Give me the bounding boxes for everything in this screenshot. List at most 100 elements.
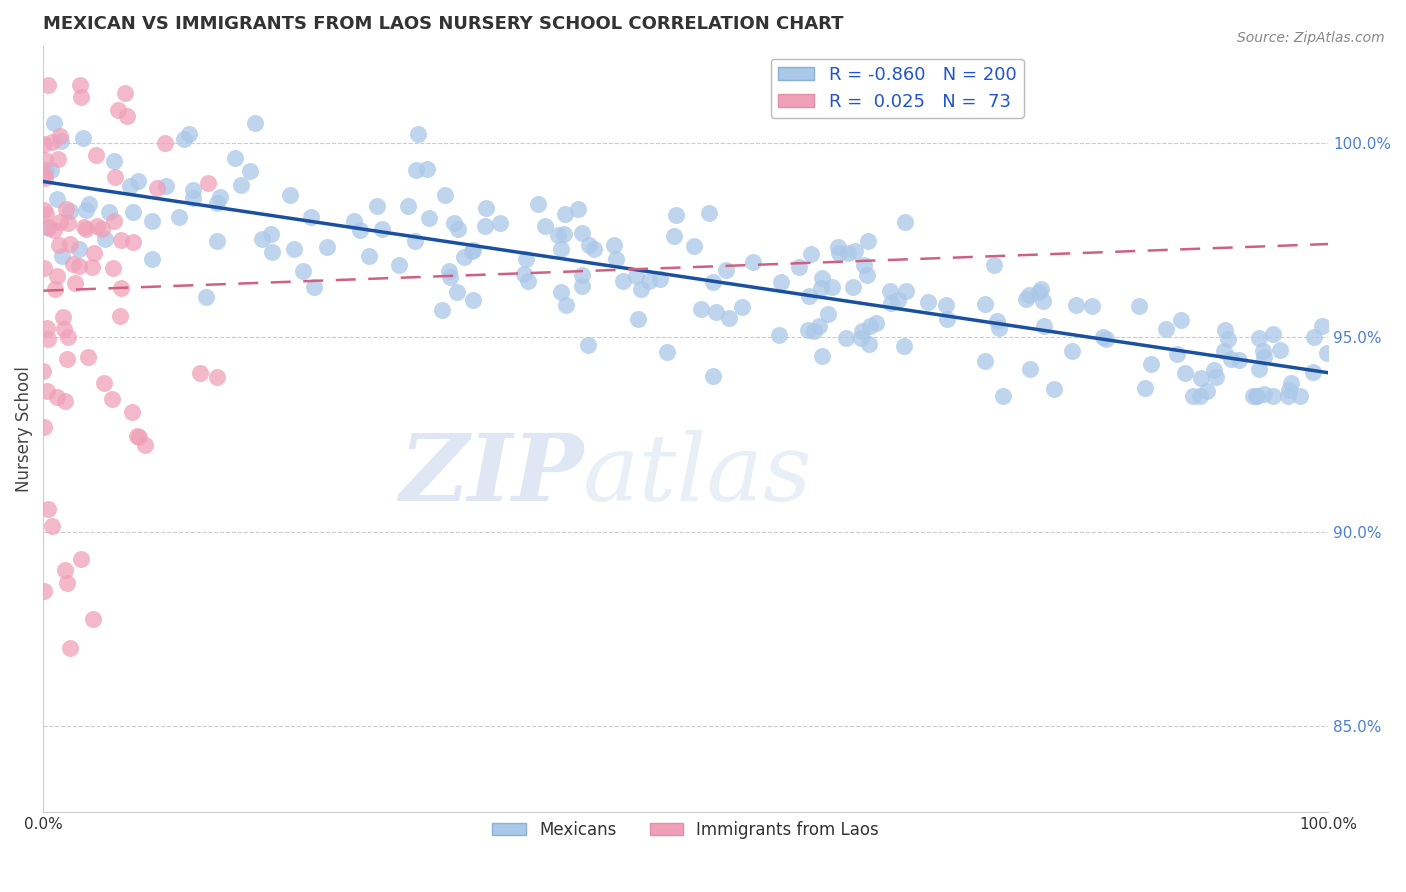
Point (731, 300, 754, 314)
Point (77, 196, 100, 211)
Point (58, 216, 80, 230)
Point (41, 518, 63, 533)
Point (146, 181, 169, 195)
Point (714, 263, 737, 277)
Point (704, 305, 727, 319)
Point (134, 438, 156, 452)
Point (34, 170, 56, 185)
Point (37, 384, 59, 399)
Point (101, 261, 124, 276)
Point (797, 289, 820, 303)
Point (278, 188, 301, 202)
Point (243, 116, 266, 130)
Point (865, 316, 887, 330)
Point (46, 269, 69, 284)
Point (1029, 282, 1052, 296)
Point (935, 298, 957, 312)
Point (122, 205, 145, 219)
Point (1043, 382, 1066, 396)
Point (98, 205, 121, 219)
Point (859, 319, 882, 334)
Text: MEXICAN VS IMMIGRANTS FROM LAOS NURSERY SCHOOL CORRELATION CHART: MEXICAN VS IMMIGRANTS FROM LAOS NURSERY … (44, 15, 844, 33)
Point (77, 350, 100, 364)
Point (75, 202, 97, 217)
Point (128, 430, 150, 444)
Point (155, 178, 177, 193)
Point (1302, 365, 1324, 379)
Point (853, 258, 876, 272)
Point (1219, 351, 1241, 366)
Point (93, 376, 115, 390)
Point (94, 232, 117, 246)
Point (121, 405, 143, 419)
Point (231, 178, 253, 192)
Point (835, 330, 858, 344)
Point (1154, 322, 1177, 336)
Point (443, 216, 465, 230)
Point (418, 211, 440, 226)
Point (32, 203, 55, 218)
Point (1170, 313, 1192, 327)
Point (973, 297, 995, 311)
Point (1246, 389, 1268, 403)
Point (1212, 343, 1234, 358)
Legend: Mexicans, Immigrants from Laos: Mexicans, Immigrants from Laos (485, 814, 886, 846)
Point (447, 222, 470, 236)
Point (851, 324, 873, 338)
Point (1316, 346, 1339, 360)
Point (534, 219, 557, 233)
Point (837, 246, 859, 260)
Point (83, 246, 105, 260)
Point (453, 250, 475, 264)
Point (72, 131, 94, 145)
Point (1031, 294, 1053, 309)
Point (37, 220, 59, 235)
Point (571, 279, 593, 293)
Point (430, 302, 453, 317)
Point (103, 154, 125, 169)
Point (515, 252, 537, 266)
Point (120, 178, 142, 193)
Point (1253, 387, 1275, 401)
Point (179, 127, 201, 141)
Point (858, 336, 880, 351)
Point (605, 252, 627, 266)
Point (56, 575, 79, 590)
Point (567, 202, 589, 216)
Point (80, 260, 103, 275)
Point (550, 242, 572, 256)
Point (463, 293, 485, 307)
Point (224, 151, 246, 165)
Point (474, 219, 496, 233)
Point (475, 201, 498, 215)
Point (1249, 361, 1271, 376)
Point (1195, 384, 1218, 399)
Point (650, 272, 672, 286)
Point (1019, 362, 1042, 376)
Point (32, 167, 55, 181)
Point (718, 310, 741, 325)
Point (770, 275, 793, 289)
Point (67, 242, 90, 256)
Point (208, 190, 231, 204)
Point (1018, 288, 1040, 302)
Point (1277, 389, 1299, 403)
Point (810, 281, 832, 295)
Point (404, 234, 426, 248)
Point (1133, 381, 1156, 395)
Point (46, 390, 69, 404)
Point (844, 244, 866, 258)
Point (817, 307, 839, 321)
Point (841, 280, 863, 294)
Point (612, 274, 634, 288)
Point (1204, 363, 1226, 377)
Point (55, 202, 77, 216)
Point (53, 394, 76, 409)
Point (1181, 389, 1204, 403)
Point (48, 237, 70, 252)
Point (45, 192, 67, 206)
Point (49, 215, 72, 229)
Point (283, 242, 305, 256)
Point (571, 268, 593, 283)
Point (51, 249, 73, 263)
